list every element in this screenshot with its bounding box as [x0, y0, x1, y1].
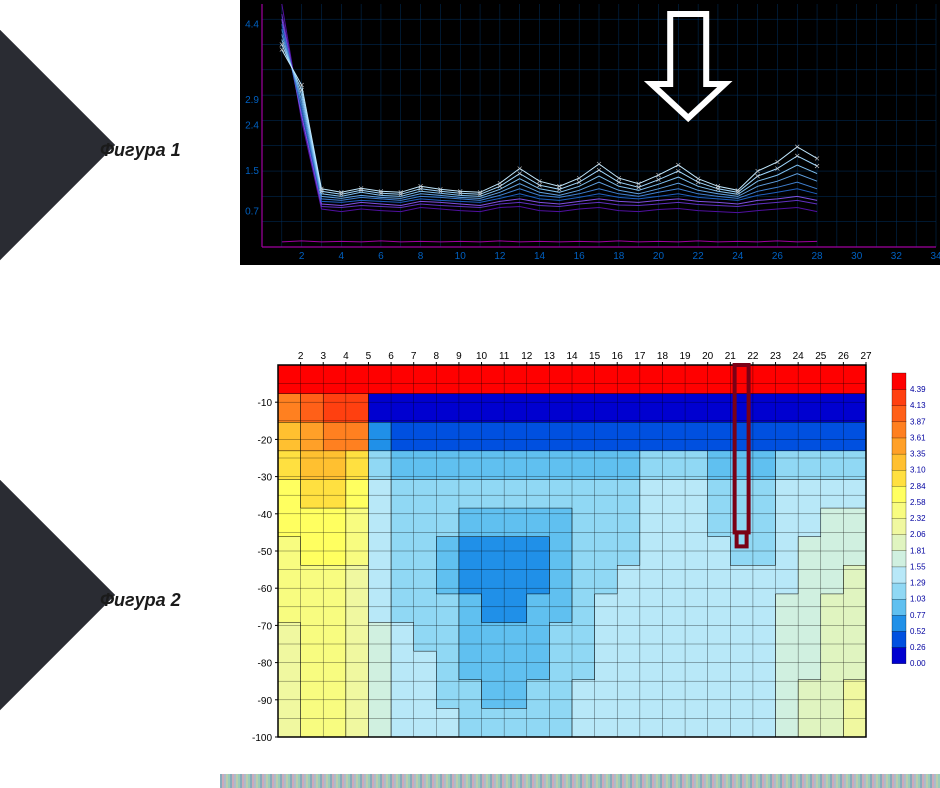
svg-text:6: 6	[378, 251, 384, 262]
svg-text:19: 19	[680, 351, 692, 362]
svg-text:22: 22	[747, 351, 759, 362]
svg-text:-80: -80	[258, 659, 273, 670]
svg-text:2.84: 2.84	[910, 482, 926, 491]
svg-text:3.61: 3.61	[910, 433, 926, 442]
svg-text:25: 25	[815, 351, 827, 362]
svg-text:2: 2	[298, 351, 304, 362]
svg-text:7: 7	[411, 351, 417, 362]
svg-text:4.13: 4.13	[910, 401, 926, 410]
svg-text:2: 2	[299, 251, 305, 262]
svg-text:4: 4	[343, 351, 349, 362]
svg-text:13: 13	[544, 351, 556, 362]
svg-text:1.03: 1.03	[910, 595, 926, 604]
svg-text:21: 21	[725, 351, 737, 362]
svg-text:8: 8	[434, 351, 440, 362]
svg-text:-30: -30	[258, 473, 273, 484]
svg-text:2.4: 2.4	[245, 121, 259, 132]
svg-text:20: 20	[702, 351, 714, 362]
svg-text:27: 27	[860, 351, 872, 362]
figure2-label: Фигура 2	[100, 590, 181, 611]
svg-text:18: 18	[657, 351, 669, 362]
svg-text:1.55: 1.55	[910, 562, 926, 571]
svg-text:0.7: 0.7	[245, 207, 259, 218]
svg-text:0.26: 0.26	[910, 643, 926, 652]
svg-text:32: 32	[891, 251, 903, 262]
figure2-heatmap: 2345678910111213141516171819202122232425…	[238, 345, 940, 745]
svg-text:-10: -10	[258, 398, 273, 409]
svg-text:0.00: 0.00	[910, 659, 926, 668]
footer-noise-strip	[220, 774, 940, 788]
svg-text:16: 16	[612, 351, 624, 362]
svg-text:-90: -90	[258, 696, 273, 707]
svg-text:0.52: 0.52	[910, 627, 926, 636]
figure1-label: Фигура 1	[100, 140, 181, 161]
svg-text:-50: -50	[258, 547, 273, 558]
svg-text:18: 18	[613, 251, 625, 262]
svg-text:23: 23	[770, 351, 782, 362]
svg-text:1.5: 1.5	[245, 166, 259, 177]
svg-text:-70: -70	[258, 621, 273, 632]
svg-text:1.81: 1.81	[910, 546, 926, 555]
svg-text:11: 11	[499, 351, 510, 362]
svg-text:4.39: 4.39	[910, 385, 926, 394]
svg-text:12: 12	[494, 251, 506, 262]
svg-text:4.4: 4.4	[245, 19, 259, 30]
svg-text:-100: -100	[252, 733, 272, 744]
svg-text:-60: -60	[258, 584, 273, 595]
chevron-2	[0, 475, 115, 715]
svg-text:15: 15	[589, 351, 601, 362]
svg-text:-20: -20	[258, 435, 273, 446]
svg-text:28: 28	[811, 251, 823, 262]
svg-text:3.87: 3.87	[910, 417, 926, 426]
svg-text:30: 30	[851, 251, 863, 262]
svg-text:24: 24	[732, 251, 744, 262]
svg-text:34: 34	[930, 251, 940, 262]
svg-text:26: 26	[838, 351, 850, 362]
svg-text:0.77: 0.77	[910, 611, 926, 620]
svg-text:3.10: 3.10	[910, 466, 926, 475]
svg-text:3.35: 3.35	[910, 450, 926, 459]
svg-text:16: 16	[574, 251, 586, 262]
svg-text:8: 8	[418, 251, 424, 262]
svg-text:14: 14	[566, 351, 578, 362]
svg-text:5: 5	[366, 351, 372, 362]
svg-text:20: 20	[653, 251, 665, 262]
svg-text:26: 26	[772, 251, 784, 262]
figure1-line-chart: 2468101214161820222426283032340.71.52.42…	[240, 0, 940, 265]
svg-text:22: 22	[693, 251, 705, 262]
svg-text:2.06: 2.06	[910, 530, 926, 539]
svg-text:10: 10	[476, 351, 488, 362]
chevron-1	[0, 25, 115, 265]
svg-text:14: 14	[534, 251, 546, 262]
svg-text:2.32: 2.32	[910, 514, 926, 523]
svg-text:-40: -40	[258, 510, 273, 521]
svg-text:4: 4	[339, 251, 345, 262]
svg-text:3: 3	[320, 351, 326, 362]
svg-text:9: 9	[456, 351, 462, 362]
svg-text:2.9: 2.9	[245, 95, 259, 106]
svg-text:2.58: 2.58	[910, 498, 926, 507]
svg-text:1.29: 1.29	[910, 579, 926, 588]
svg-text:17: 17	[634, 351, 646, 362]
svg-text:24: 24	[793, 351, 805, 362]
svg-text:6: 6	[388, 351, 394, 362]
svg-text:12: 12	[521, 351, 533, 362]
svg-text:10: 10	[455, 251, 467, 262]
